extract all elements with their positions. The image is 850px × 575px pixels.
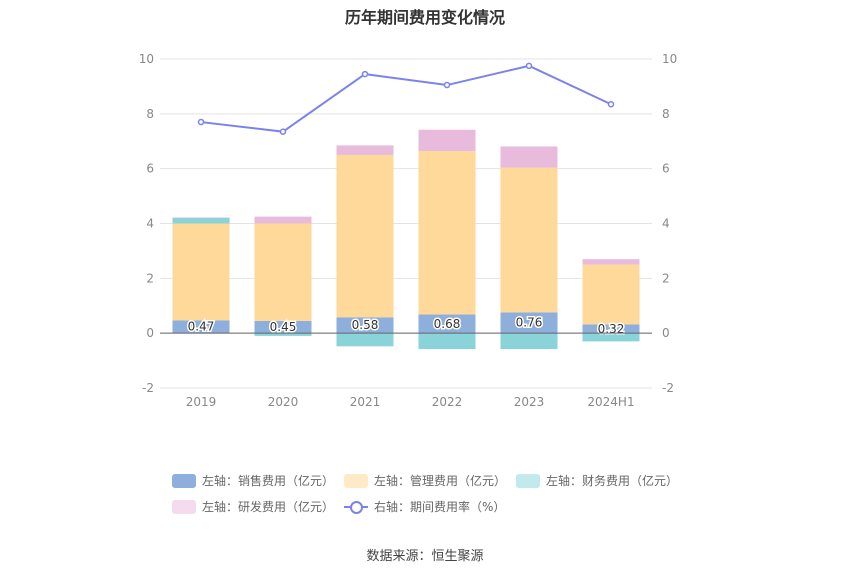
rate-point [525, 62, 533, 70]
bar-segment [254, 333, 312, 336]
legend-line-icon [344, 500, 368, 514]
bar-segment [172, 218, 230, 224]
rate-point [607, 100, 615, 108]
y-right-tick-label: -2 [662, 381, 674, 395]
legend-label-finance: 左轴：财务费用（亿元） [546, 474, 679, 488]
y-left-tick-label: 4 [146, 217, 154, 231]
bar-segment [582, 333, 640, 342]
x-tick-label: 2020 [268, 395, 299, 409]
legend-item-finance[interactable]: 左轴：财务费用（亿元） [516, 472, 678, 489]
bar-segment [254, 216, 312, 224]
rate-line [200, 64, 612, 133]
legend-item-rd[interactable]: 左轴：研发费用（亿元） [172, 498, 334, 515]
y-right-tick-label: 6 [662, 162, 670, 176]
bar-value-label: 0.45 [270, 320, 297, 334]
y-left-tick-label: 2 [146, 271, 154, 285]
x-tick-label: 2019 [186, 395, 217, 409]
bar-segment [418, 151, 476, 315]
chart-title: 历年期间费用变化情况 [344, 8, 505, 27]
bar-segment [172, 223, 230, 321]
legend-label-rate: 右轴：期间费用率（%） [374, 500, 506, 514]
y-left-tick-label: -2 [142, 381, 154, 395]
bar-segment [582, 324, 640, 334]
y-left-tick-label: 8 [146, 107, 154, 121]
bar-segment [172, 217, 230, 219]
legend-item-admin[interactable]: 左轴：管理费用（亿元） [344, 472, 506, 489]
bar-segment [500, 167, 558, 313]
bar-segment [418, 333, 476, 350]
rate-point [361, 70, 369, 78]
bar-series [172, 129, 640, 350]
bar-segment [254, 320, 312, 334]
source-note: 数据来源：恒生聚源 [366, 549, 484, 564]
x-tick-label: 2022 [432, 395, 463, 409]
y-right-tick-label: 2 [662, 271, 670, 285]
y-right-tick-label: 4 [662, 217, 670, 231]
rate-point [197, 118, 205, 126]
legend-swatch-sales [172, 473, 196, 488]
x-tick-label: 2024H1 [587, 395, 634, 409]
y-right-tick-label: 0 [662, 326, 670, 340]
bar-value-label: 0.76 [516, 316, 543, 330]
y-right-tick-label: 10 [662, 52, 677, 66]
bar-segment [582, 264, 640, 325]
bar-segment [172, 320, 230, 334]
bar-value-label: 0.47 [188, 320, 215, 334]
bar-segment [500, 312, 558, 334]
legend-item-rate[interactable]: 右轴：期间费用率（%） [344, 498, 505, 515]
legend-item-sales[interactable]: 左轴：销售费用（亿元） [172, 472, 334, 489]
bar-segment [418, 129, 476, 152]
rate-point [279, 128, 287, 135]
legend-label-rd: 左轴：研发费用（亿元） [202, 500, 335, 514]
gridlines [160, 58, 652, 389]
bar-segment [336, 333, 394, 347]
bar-segment [336, 154, 394, 318]
legend-label-sales: 左轴：销售费用（亿元） [202, 474, 335, 488]
bar-segment [254, 223, 312, 321]
bar-segment [500, 333, 558, 350]
line-series [197, 62, 615, 135]
legend-label-admin: 左轴：管理费用（亿元） [374, 474, 507, 488]
axes: -2 0 2 4 6 8 10 -2 0 2 4 6 8 10 2019 2020 2021 2022 2023 20… [139, 52, 678, 409]
bar-segment [418, 314, 476, 334]
bar-value-label: 0.32 [598, 322, 625, 336]
data-labels: 0.47 0.45 0.58 0.68 0.76 0.32 [186, 314, 626, 337]
legend-swatch-finance [516, 473, 540, 488]
x-tick-label: 2023 [514, 395, 545, 409]
y-left-tick-label: 10 [139, 52, 154, 66]
rate-point [443, 81, 451, 89]
bar-value-label: 0.58 [352, 318, 379, 332]
y-left-tick-label: 6 [146, 162, 154, 176]
x-tick-label: 2021 [350, 395, 381, 409]
y-left-tick-label: 0 [146, 326, 154, 340]
bar-segment [336, 317, 394, 334]
bar-segment [582, 259, 640, 265]
y-right-tick-label: 8 [662, 107, 670, 121]
legend-swatch-admin [344, 473, 368, 488]
bar-value-label: 0.68 [434, 317, 461, 331]
legend-swatch-rd [172, 499, 196, 514]
bar-segment [336, 145, 394, 155]
bar-segment [500, 146, 558, 168]
